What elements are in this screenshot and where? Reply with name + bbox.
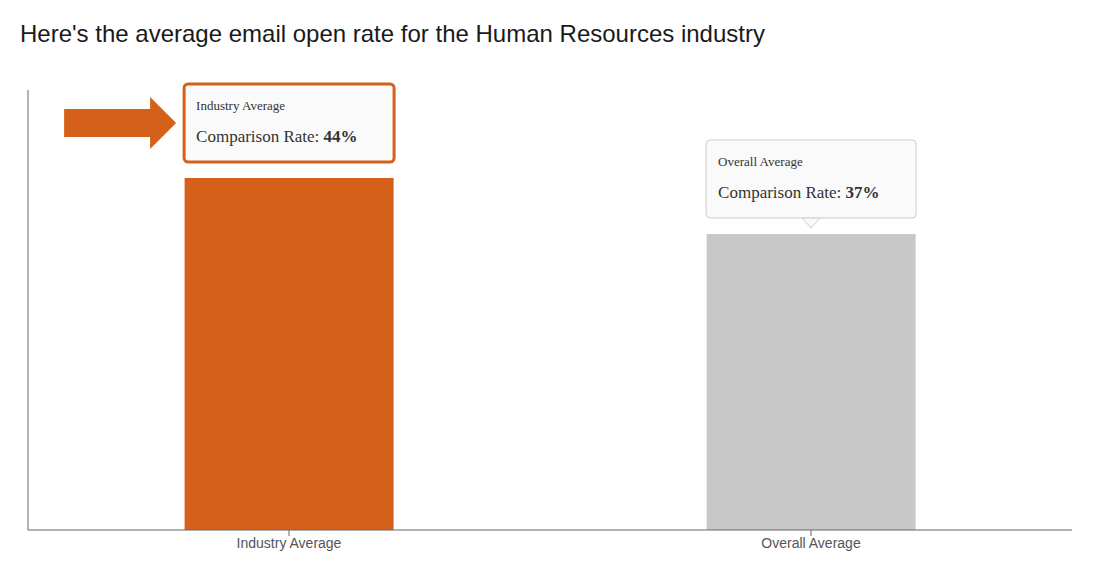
html-text:Here's the average email open: Here's the average email open rate for t… [20,20,765,47]
svg-text:Comparison Rate: 44%: Comparison Rate: 44% [196,127,357,146]
svg-text:Comparison Rate: 37%: Comparison Rate: 37% [718,183,879,202]
svg-text:Overall Average: Overall Average [718,154,803,169]
svg-text:Industry Average: Industry Average [237,535,342,551]
svg-text:Industry Average: Industry Average [196,98,285,113]
svg-text:Overall Average: Overall Average [761,535,861,551]
